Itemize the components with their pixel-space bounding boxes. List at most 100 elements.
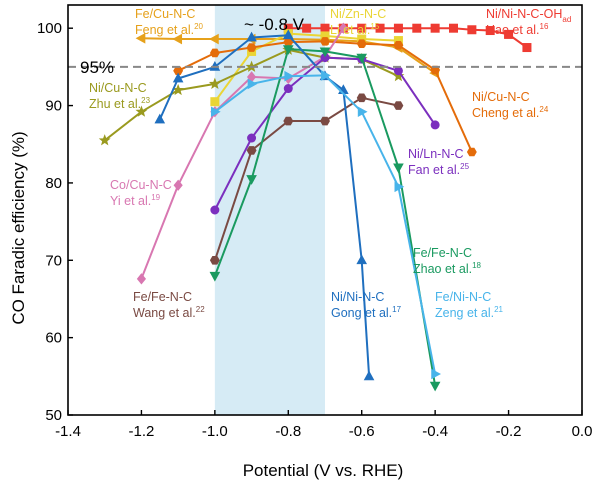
series-label-name: Ni/Ni-N-C-OHad bbox=[486, 7, 571, 24]
data-point bbox=[321, 70, 331, 81]
series-label-name: Ni/Ni-N-C bbox=[331, 290, 384, 304]
data-point bbox=[393, 40, 404, 50]
series-label-name: Ni/Cu-N-C bbox=[472, 90, 530, 104]
series-label-citation: 21 bbox=[494, 305, 503, 314]
x-tick-label: -0.4 bbox=[422, 423, 448, 440]
data-point bbox=[209, 33, 219, 45]
data-point bbox=[356, 39, 367, 48]
x-tick-label: -1.4 bbox=[55, 423, 81, 440]
series-label-ref: Zhao et al.18 bbox=[413, 261, 482, 276]
data-point bbox=[431, 368, 441, 380]
series-label-citation: 25 bbox=[460, 162, 469, 171]
data-point bbox=[98, 134, 111, 146]
data-point bbox=[357, 106, 368, 118]
data-point bbox=[394, 181, 405, 193]
series-label-citation: 17 bbox=[392, 305, 401, 314]
y-axis-title: CO Faradic efficiency (%) bbox=[9, 131, 28, 324]
data-point bbox=[283, 84, 293, 94]
data-point bbox=[320, 23, 330, 33]
data-point bbox=[247, 78, 258, 90]
data-point bbox=[320, 116, 330, 126]
series-label-citation: 18 bbox=[472, 261, 481, 270]
series-label-name: Ni/Zn-N-C bbox=[330, 7, 386, 21]
data-point bbox=[282, 45, 294, 55]
x-tick-label: 0.0 bbox=[572, 423, 593, 440]
series-label-citation: 15 bbox=[370, 22, 379, 31]
data-point bbox=[246, 43, 257, 52]
data-point bbox=[393, 23, 403, 33]
data-point bbox=[173, 66, 184, 76]
series-label-ref: Zeng et al.21 bbox=[435, 305, 504, 320]
data-point bbox=[392, 69, 405, 82]
series-label-ref: Hao et al.16 bbox=[486, 22, 549, 37]
x-tick-label: -0.6 bbox=[349, 423, 375, 440]
series-8 bbox=[209, 45, 441, 392]
y-tick-label: 70 bbox=[45, 252, 62, 269]
series-label-name: Fe/Ni-N-C bbox=[435, 290, 491, 304]
data-point bbox=[522, 43, 532, 53]
data-point bbox=[356, 93, 367, 103]
data-point bbox=[246, 146, 257, 155]
data-point bbox=[466, 147, 477, 157]
data-point bbox=[135, 105, 148, 117]
data-point bbox=[135, 32, 146, 44]
data-point bbox=[246, 31, 257, 42]
data-point bbox=[209, 48, 220, 58]
series-label-name: Ni/Cu-N-C bbox=[89, 81, 147, 95]
data-point bbox=[173, 179, 183, 191]
data-point bbox=[320, 37, 330, 46]
axes-layer: -1.4 -1.2 -1.0 -0.8 -0.6 -0.4 -0.2 0.0 50 60 70 80 9… bbox=[37, 20, 592, 440]
series-line bbox=[213, 96, 399, 261]
data-point bbox=[393, 101, 404, 110]
data-point bbox=[319, 47, 331, 58]
series-label-ref: Li et al.15 bbox=[330, 22, 380, 37]
data-point bbox=[282, 29, 294, 40]
reference-line-label: 95% bbox=[80, 58, 114, 77]
data-point bbox=[210, 97, 220, 107]
series-layer bbox=[98, 22, 532, 392]
y-tick-label: 80 bbox=[45, 175, 62, 192]
series-label-citation: 23 bbox=[141, 96, 150, 105]
data-point bbox=[209, 271, 221, 282]
data-point bbox=[430, 120, 440, 130]
series-label-subscript: ad bbox=[562, 15, 571, 24]
series-6 bbox=[209, 93, 404, 265]
series-label-name: Fe/Fe-N-C bbox=[133, 290, 192, 304]
data-point bbox=[154, 113, 166, 124]
series-10 bbox=[210, 70, 441, 380]
data-point bbox=[504, 29, 514, 39]
data-point bbox=[448, 23, 458, 33]
data-point bbox=[393, 163, 404, 174]
x-axis-title: Potential (V vs. RHE) bbox=[243, 461, 404, 480]
series-label-ref: Feng et al.20 bbox=[135, 22, 204, 37]
series-label-ref: Gong et al.17 bbox=[331, 305, 402, 320]
y-tick-label: 50 bbox=[45, 407, 62, 424]
data-point bbox=[363, 370, 375, 381]
series-label-name: Fe/Fe-N-C bbox=[413, 246, 472, 260]
series-label-citation: 19 bbox=[151, 193, 160, 202]
data-point bbox=[356, 53, 368, 64]
data-point bbox=[412, 23, 422, 33]
data-point bbox=[247, 133, 257, 143]
data-point bbox=[210, 205, 220, 215]
data-point bbox=[338, 22, 348, 34]
data-point bbox=[467, 25, 477, 35]
series-label-citation: 20 bbox=[194, 22, 203, 31]
series-label-name: Ni/Ln-N-C bbox=[408, 147, 464, 161]
data-point bbox=[136, 273, 147, 285]
data-point bbox=[209, 255, 220, 265]
series-label-citation: 24 bbox=[539, 105, 548, 114]
series-label-name: Fe/Cu-N-C bbox=[135, 7, 195, 21]
data-point bbox=[356, 254, 368, 265]
y-tick-label: 90 bbox=[45, 98, 62, 115]
y-tick-label: 60 bbox=[45, 330, 62, 347]
